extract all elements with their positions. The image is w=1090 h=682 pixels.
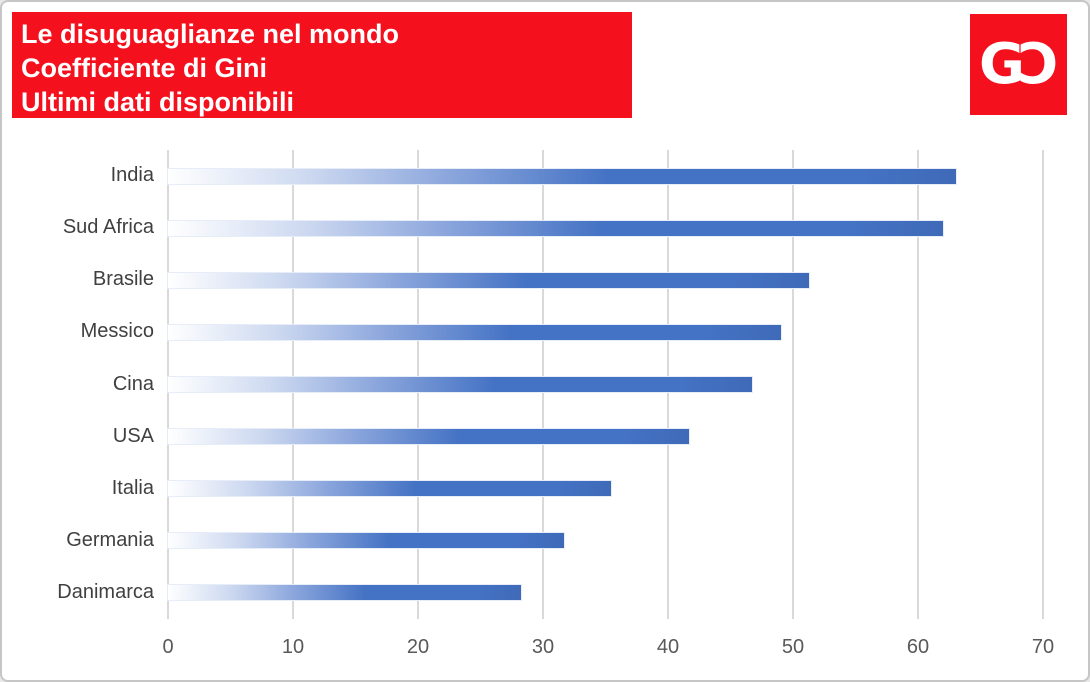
bar-messico xyxy=(168,324,781,340)
bar-danimarca xyxy=(168,585,521,601)
bar-germania xyxy=(168,533,565,549)
gc-logo: G C xyxy=(970,14,1067,115)
bar-brasile xyxy=(168,272,810,288)
x-tick-label: 10 xyxy=(281,636,305,658)
category-label: USA xyxy=(112,424,154,447)
x-tick-label: 60 xyxy=(906,636,930,658)
category-label: Sud Africa xyxy=(62,216,154,239)
x-tick-label: 40 xyxy=(656,636,680,658)
x-tick-label: 70 xyxy=(1031,636,1055,658)
logo-letter-g: G xyxy=(978,32,1025,97)
category-label: Messico xyxy=(80,320,154,343)
gridline xyxy=(1042,150,1044,619)
title-line-2: Coefficiente di Gini xyxy=(21,53,268,83)
bar-usa xyxy=(168,429,690,445)
bar-italia xyxy=(168,481,611,497)
category-label: Italia xyxy=(111,476,154,499)
bar-chart-plot-area xyxy=(167,150,1044,619)
category-label: Germania xyxy=(66,528,154,551)
title-box: Le disuguaglianze nel mondo Coefficiente… xyxy=(12,12,632,118)
x-tick-label: 30 xyxy=(531,636,555,658)
title-line-3: Ultimi dati disponibili xyxy=(21,87,294,117)
category-label: Danimarca xyxy=(57,580,154,603)
bar-cina xyxy=(168,377,752,392)
x-tick-label: 0 xyxy=(162,636,174,658)
gridline xyxy=(792,150,794,619)
x-tick-label: 20 xyxy=(406,636,430,658)
gridline xyxy=(917,150,919,619)
category-label: Brasile xyxy=(92,268,154,291)
category-label: India xyxy=(110,164,154,187)
bar-india xyxy=(168,168,956,184)
bar-sud-africa xyxy=(168,220,943,236)
logo-letter-c-mirrored: C xyxy=(1021,32,1059,97)
title-line-1: Le disuguaglianze nel mondo xyxy=(21,19,400,49)
x-tick-label: 50 xyxy=(781,636,805,658)
category-label: Cina xyxy=(112,372,154,395)
